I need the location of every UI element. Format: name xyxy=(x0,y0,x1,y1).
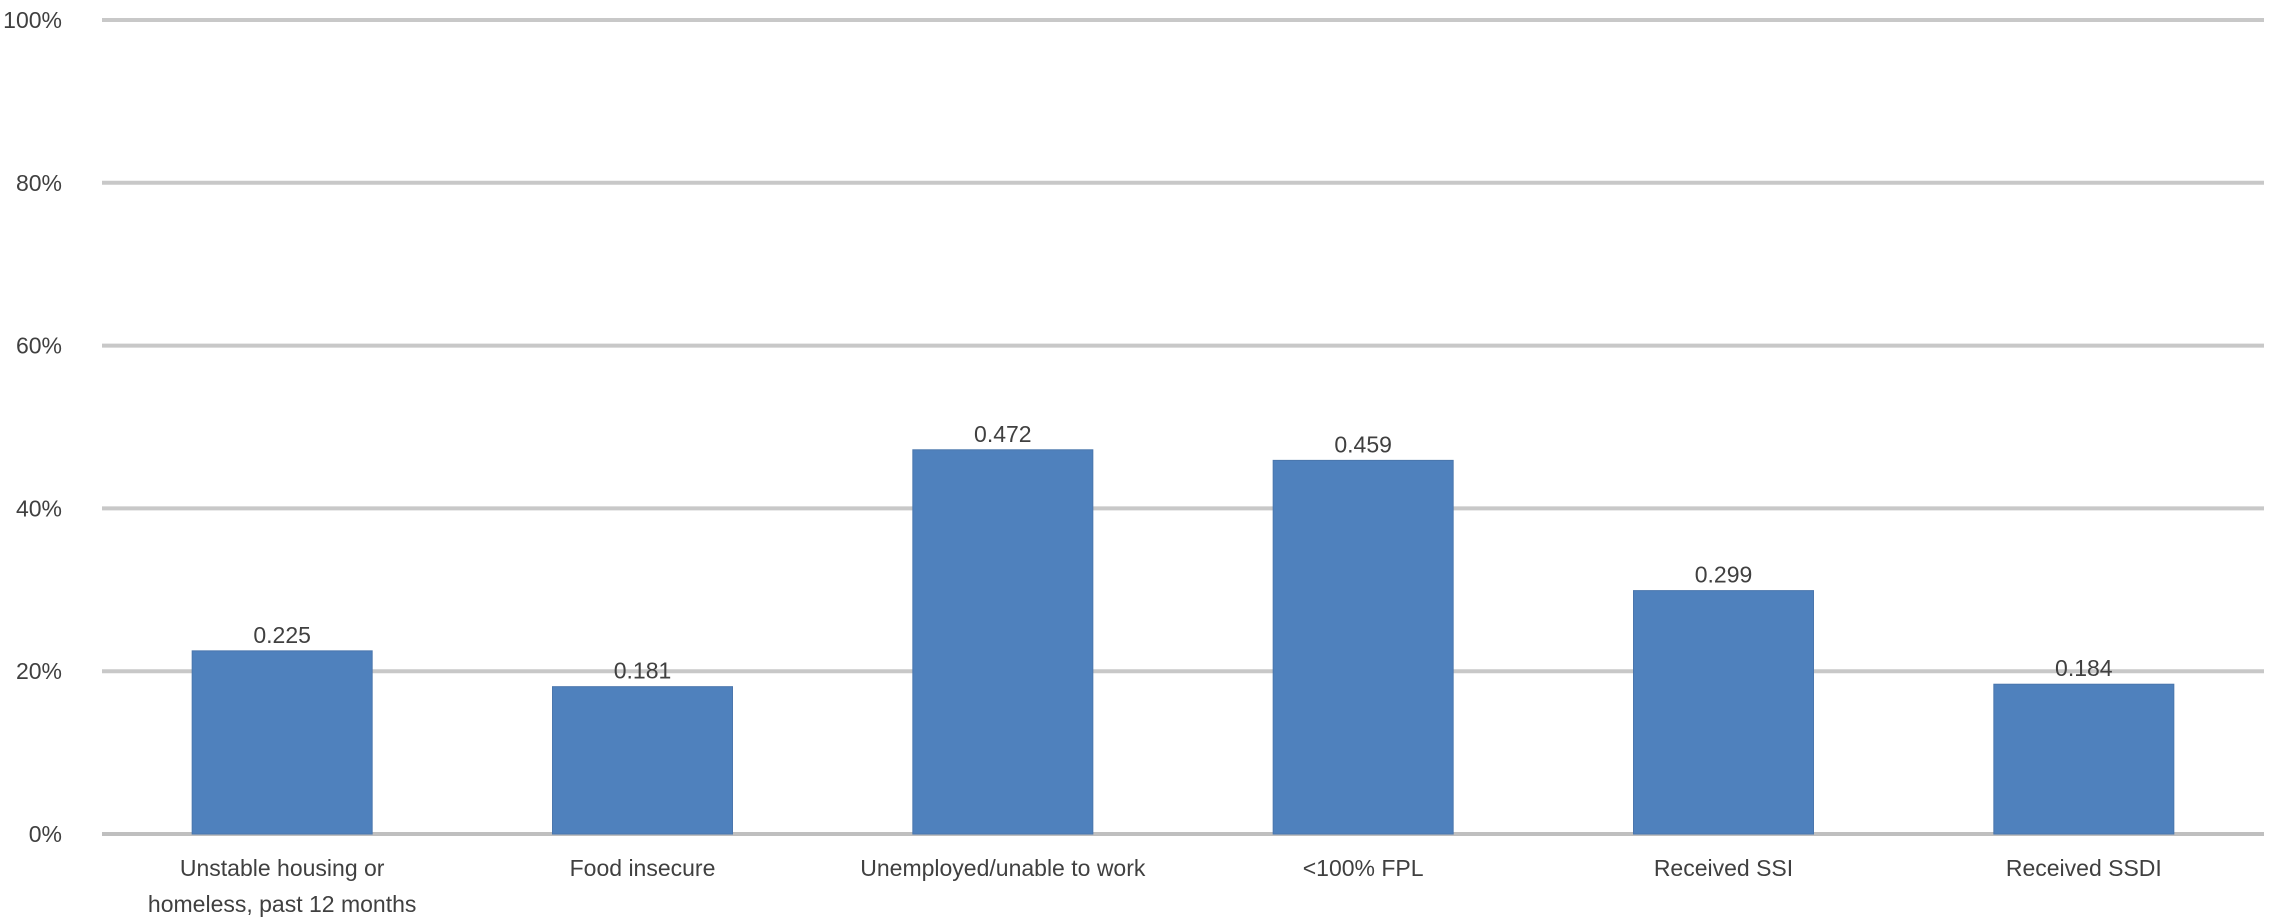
bar xyxy=(552,686,733,835)
data-labels: 0.225 0.181 0.472 0.459 0.299 0.184 xyxy=(253,421,2112,684)
y-tick-label: 40% xyxy=(16,495,62,521)
data-label: 0.184 xyxy=(2055,655,2113,681)
y-tick-label: 80% xyxy=(16,170,62,196)
data-label: 0.472 xyxy=(974,421,1032,447)
category-label: homeless, past 12 months xyxy=(148,891,416,917)
y-tick-label: 60% xyxy=(16,333,62,359)
data-label: 0.225 xyxy=(253,622,311,648)
category-label: Unstable housing or xyxy=(180,855,385,881)
bar xyxy=(191,650,373,835)
category-label: Received SSI xyxy=(1654,855,1793,881)
bar xyxy=(912,449,1094,835)
bars xyxy=(191,449,2175,835)
category-labels: Unstable housing or homeless, past 12 mon… xyxy=(148,855,2162,917)
bar xyxy=(1272,459,1454,835)
category-label: <100% FPL xyxy=(1303,855,1424,881)
y-tick-label: 100% xyxy=(3,7,62,33)
category-label: Unemployed/unable to work xyxy=(860,855,1146,881)
bar xyxy=(1633,590,1814,835)
category-label: Received SSDI xyxy=(2006,855,2162,881)
gridlines xyxy=(102,18,2264,836)
data-label: 0.299 xyxy=(1695,562,1753,588)
category-label: Food insecure xyxy=(570,855,716,881)
y-tick-label: 20% xyxy=(16,658,62,684)
data-label: 0.459 xyxy=(1334,431,1392,457)
data-label: 0.181 xyxy=(614,658,672,684)
bar xyxy=(1993,683,2175,835)
y-axis-ticks: 0% 20% 40% 60% 80% 100% xyxy=(3,7,62,847)
y-tick-label: 0% xyxy=(29,821,62,847)
